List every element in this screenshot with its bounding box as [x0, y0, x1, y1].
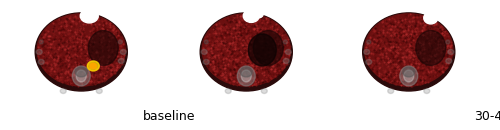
Ellipse shape — [76, 70, 86, 82]
Ellipse shape — [366, 59, 372, 64]
Ellipse shape — [241, 70, 252, 82]
Text: (C): (C) — [362, 9, 382, 22]
Ellipse shape — [254, 30, 284, 66]
Ellipse shape — [204, 40, 208, 44]
Ellipse shape — [364, 49, 370, 54]
Ellipse shape — [416, 30, 446, 66]
Ellipse shape — [88, 30, 118, 66]
Ellipse shape — [90, 63, 96, 69]
Ellipse shape — [118, 40, 122, 44]
Ellipse shape — [388, 89, 394, 93]
Ellipse shape — [37, 14, 126, 86]
Ellipse shape — [120, 49, 126, 54]
Ellipse shape — [366, 40, 370, 44]
Text: baseline: baseline — [142, 110, 195, 124]
Ellipse shape — [72, 66, 90, 86]
Ellipse shape — [38, 59, 44, 64]
Ellipse shape — [201, 49, 207, 54]
Ellipse shape — [446, 40, 450, 44]
Ellipse shape — [446, 58, 452, 63]
Text: (A): (A) — [34, 9, 56, 22]
Ellipse shape — [88, 61, 100, 71]
Ellipse shape — [243, 9, 260, 22]
Ellipse shape — [237, 66, 256, 86]
Ellipse shape — [448, 49, 454, 54]
Ellipse shape — [200, 13, 292, 91]
Ellipse shape — [225, 89, 231, 93]
Ellipse shape — [262, 89, 268, 93]
Ellipse shape — [362, 13, 455, 91]
Ellipse shape — [284, 40, 288, 44]
Ellipse shape — [84, 12, 94, 20]
Ellipse shape — [240, 67, 252, 77]
Ellipse shape — [60, 89, 66, 93]
Ellipse shape — [202, 14, 290, 86]
Ellipse shape — [424, 89, 430, 93]
Ellipse shape — [400, 66, 418, 86]
Ellipse shape — [427, 14, 435, 21]
Ellipse shape — [36, 49, 42, 54]
Ellipse shape — [248, 34, 276, 66]
Ellipse shape — [284, 58, 290, 63]
Ellipse shape — [96, 89, 102, 93]
Ellipse shape — [75, 67, 88, 77]
Ellipse shape — [402, 67, 415, 77]
Ellipse shape — [254, 10, 264, 18]
Text: 30-4-14: 30-4-14 — [474, 110, 500, 124]
Ellipse shape — [118, 58, 124, 63]
Ellipse shape — [203, 59, 209, 64]
Ellipse shape — [404, 70, 414, 82]
Ellipse shape — [286, 49, 292, 54]
Ellipse shape — [80, 9, 98, 23]
Ellipse shape — [364, 14, 453, 86]
Ellipse shape — [39, 40, 43, 44]
Text: (B): (B) — [199, 9, 220, 22]
Ellipse shape — [35, 13, 128, 91]
Ellipse shape — [424, 12, 438, 24]
